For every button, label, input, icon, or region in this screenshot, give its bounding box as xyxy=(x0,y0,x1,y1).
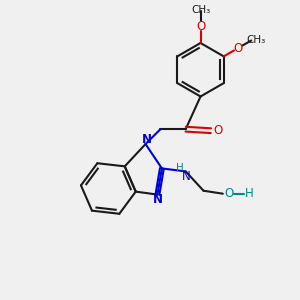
Text: O: O xyxy=(196,20,205,33)
Text: CH₃: CH₃ xyxy=(246,35,266,45)
Text: O: O xyxy=(225,187,234,200)
Text: N: N xyxy=(153,193,163,206)
Text: H: H xyxy=(176,163,184,173)
Text: O: O xyxy=(214,124,223,137)
Text: N: N xyxy=(141,133,152,146)
Text: N: N xyxy=(182,170,190,183)
Text: H: H xyxy=(244,187,253,200)
Text: O: O xyxy=(233,42,242,55)
Text: CH₃: CH₃ xyxy=(191,5,210,15)
